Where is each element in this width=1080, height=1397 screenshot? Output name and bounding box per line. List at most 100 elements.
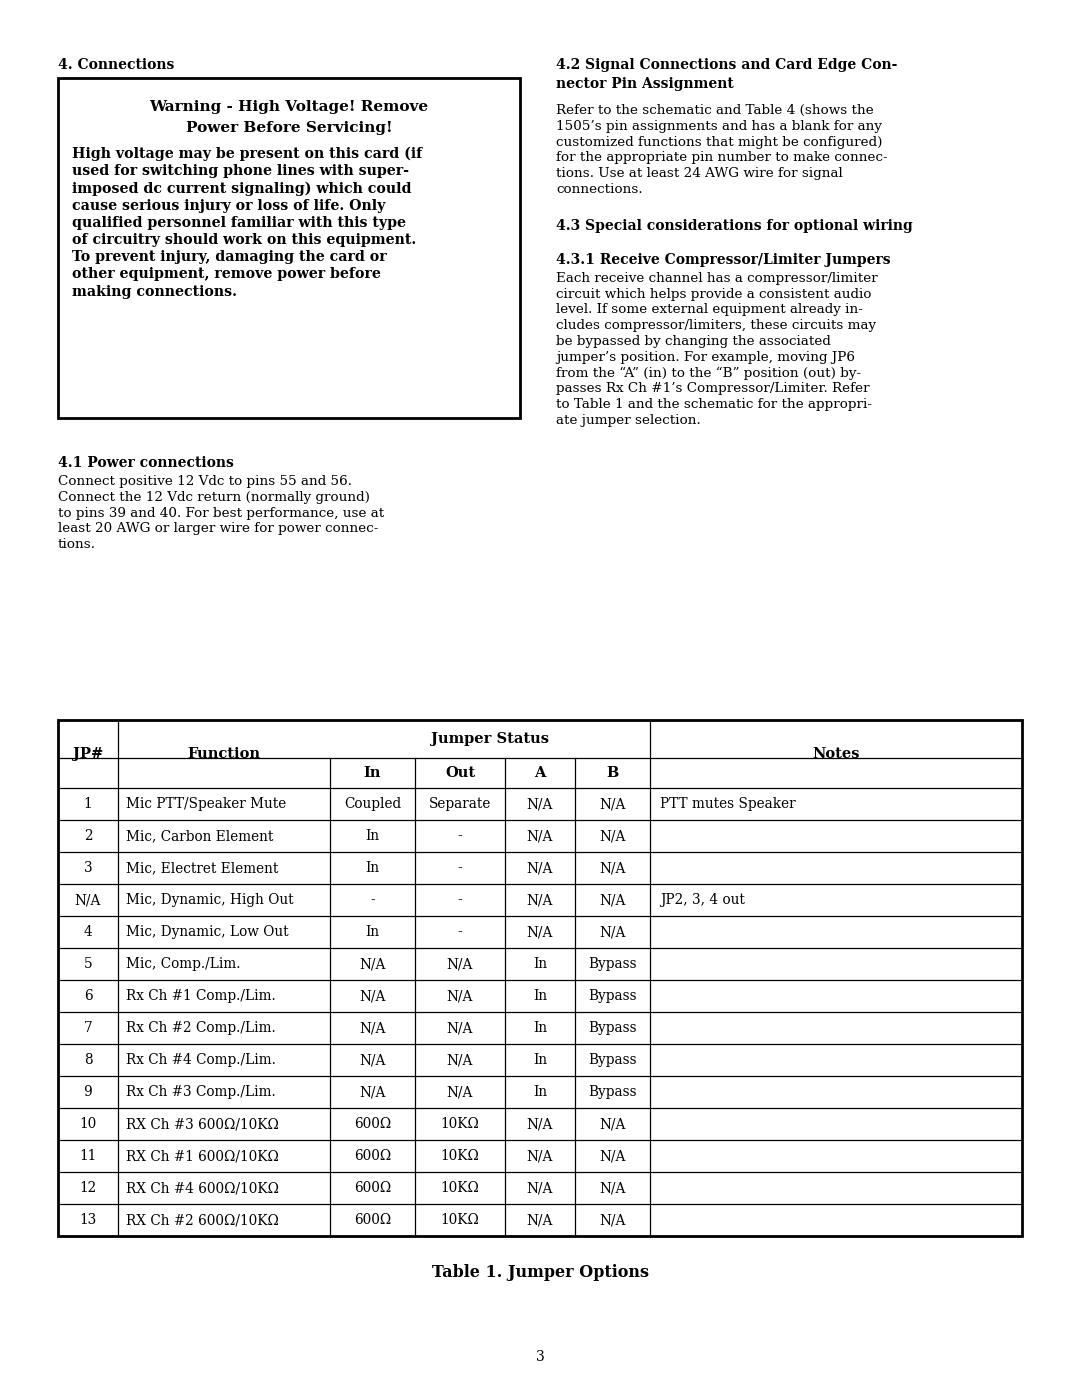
Text: Bypass: Bypass [589,1053,637,1067]
Text: N/A: N/A [527,925,553,939]
Text: In: In [532,1085,548,1099]
Text: connections.: connections. [556,183,643,196]
Text: Warning - High Voltage! Remove: Warning - High Voltage! Remove [149,101,429,115]
Text: 7: 7 [83,1021,92,1035]
Text: Each receive channel has a compressor/limiter: Each receive channel has a compressor/li… [556,272,878,285]
Text: Refer to the schematic and Table 4 (shows the: Refer to the schematic and Table 4 (show… [556,103,874,117]
Text: N/A: N/A [599,828,625,842]
Text: be bypassed by changing the associated: be bypassed by changing the associated [556,335,831,348]
Text: 3: 3 [83,861,92,875]
Text: Mic PTT/Speaker Mute: Mic PTT/Speaker Mute [126,798,286,812]
Text: N/A: N/A [599,1148,625,1162]
Text: N/A: N/A [447,989,473,1003]
Text: Separate: Separate [429,798,491,812]
Text: 2: 2 [83,828,92,842]
Text: 4.2 Signal Connections and Card Edge Con-: 4.2 Signal Connections and Card Edge Con… [556,59,897,73]
Text: N/A: N/A [599,1180,625,1194]
Text: qualified personnel familiar with this type: qualified personnel familiar with this t… [72,215,406,229]
Text: circuit which helps provide a consistent audio: circuit which helps provide a consistent… [556,288,872,300]
Text: JP2, 3, 4 out: JP2, 3, 4 out [660,893,745,907]
Text: 600Ω: 600Ω [354,1180,391,1194]
Text: In: In [532,1021,548,1035]
Text: -: - [458,828,462,842]
Text: level. If some external equipment already in-: level. If some external equipment alread… [556,303,863,316]
Text: Rx Ch #3 Comp./Lim.: Rx Ch #3 Comp./Lim. [126,1085,275,1099]
Text: N/A: N/A [599,893,625,907]
Text: 6: 6 [83,989,92,1003]
Text: 3: 3 [536,1350,544,1363]
Text: 4.3 Special considerations for optional wiring: 4.3 Special considerations for optional … [556,219,913,233]
Text: Out: Out [445,766,475,780]
Text: Notes: Notes [812,747,860,761]
Text: used for switching phone lines with super-: used for switching phone lines with supe… [72,165,409,179]
Text: Mic, Dynamic, Low Out: Mic, Dynamic, Low Out [126,925,288,939]
Text: 8: 8 [83,1053,92,1067]
Text: N/A: N/A [447,1053,473,1067]
Text: imposed dc current signaling) which could: imposed dc current signaling) which coul… [72,182,411,196]
Text: N/A: N/A [447,1085,473,1099]
Text: 1505’s pin assignments and has a blank for any: 1505’s pin assignments and has a blank f… [556,120,882,133]
Text: N/A: N/A [527,893,553,907]
Text: N/A: N/A [527,1118,553,1132]
Text: customized functions that might be configured): customized functions that might be confi… [556,136,882,148]
Text: N/A: N/A [360,1053,386,1067]
Text: RX Ch #2 600Ω/10KΩ: RX Ch #2 600Ω/10KΩ [126,1213,279,1227]
Text: Table 1. Jumper Options: Table 1. Jumper Options [432,1264,648,1281]
Text: In: In [365,925,379,939]
Text: RX Ch #1 600Ω/10KΩ: RX Ch #1 600Ω/10KΩ [126,1148,279,1162]
Text: In: In [532,957,548,971]
Text: tions. Use at least 24 AWG wire for signal: tions. Use at least 24 AWG wire for sign… [556,168,842,180]
Text: for the appropriate pin number to make connec-: for the appropriate pin number to make c… [556,151,888,165]
Text: Bypass: Bypass [589,1085,637,1099]
Text: N/A: N/A [599,925,625,939]
Text: 10KΩ: 10KΩ [441,1148,480,1162]
Text: 4.3.1 Receive Compressor/Limiter Jumpers: 4.3.1 Receive Compressor/Limiter Jumpers [556,253,891,267]
Text: from the “A” (in) to the “B” position (out) by-: from the “A” (in) to the “B” position (o… [556,366,861,380]
Text: passes Rx Ch #1’s Compressor/Limiter. Refer: passes Rx Ch #1’s Compressor/Limiter. Re… [556,383,869,395]
Text: N/A: N/A [447,1021,473,1035]
Text: RX Ch #3 600Ω/10KΩ: RX Ch #3 600Ω/10KΩ [126,1118,279,1132]
Text: making connections.: making connections. [72,285,237,299]
Text: N/A: N/A [599,1118,625,1132]
Text: 4: 4 [83,925,93,939]
Text: ate jumper selection.: ate jumper selection. [556,414,701,427]
Text: 10KΩ: 10KΩ [441,1180,480,1194]
Text: Rx Ch #4 Comp./Lim.: Rx Ch #4 Comp./Lim. [126,1053,275,1067]
Text: Connect positive 12 Vdc to pins 55 and 56.: Connect positive 12 Vdc to pins 55 and 5… [58,475,352,488]
Text: Mic, Comp./Lim.: Mic, Comp./Lim. [126,957,241,971]
Text: 10KΩ: 10KΩ [441,1118,480,1132]
Text: N/A: N/A [527,798,553,812]
Text: 1: 1 [83,798,92,812]
Text: N/A: N/A [527,1180,553,1194]
Text: N/A: N/A [527,861,553,875]
Text: -: - [458,893,462,907]
Text: nector Pin Assignment: nector Pin Assignment [556,77,733,91]
Text: Mic, Electret Element: Mic, Electret Element [126,861,279,875]
Text: Mic, Carbon Element: Mic, Carbon Element [126,828,273,842]
Text: RX Ch #4 600Ω/10KΩ: RX Ch #4 600Ω/10KΩ [126,1180,279,1194]
Text: other equipment, remove power before: other equipment, remove power before [72,267,381,281]
Text: to pins 39 and 40. For best performance, use at: to pins 39 and 40. For best performance,… [58,507,384,520]
Text: In: In [364,766,381,780]
Text: In: In [365,828,379,842]
Text: To prevent injury, damaging the card or: To prevent injury, damaging the card or [72,250,387,264]
Text: 600Ω: 600Ω [354,1213,391,1227]
Text: to Table 1 and the schematic for the appropri-: to Table 1 and the schematic for the app… [556,398,872,411]
Text: 10KΩ: 10KΩ [441,1213,480,1227]
Text: In: In [532,989,548,1003]
Text: N/A: N/A [360,1021,386,1035]
Text: N/A: N/A [360,957,386,971]
Text: Function: Function [188,747,260,761]
Text: N/A: N/A [527,1148,553,1162]
Text: Jumper Status: Jumper Status [431,732,549,746]
Text: jumper’s position. For example, moving JP6: jumper’s position. For example, moving J… [556,351,855,363]
Text: Connect the 12 Vdc return (normally ground): Connect the 12 Vdc return (normally grou… [58,490,370,504]
Text: Bypass: Bypass [589,1021,637,1035]
Text: 11: 11 [79,1148,96,1162]
Text: 4.1 Power connections: 4.1 Power connections [58,455,234,469]
Text: -: - [458,861,462,875]
Text: -: - [370,893,375,907]
Text: tions.: tions. [58,538,96,552]
Text: 10: 10 [79,1118,96,1132]
Text: Bypass: Bypass [589,989,637,1003]
